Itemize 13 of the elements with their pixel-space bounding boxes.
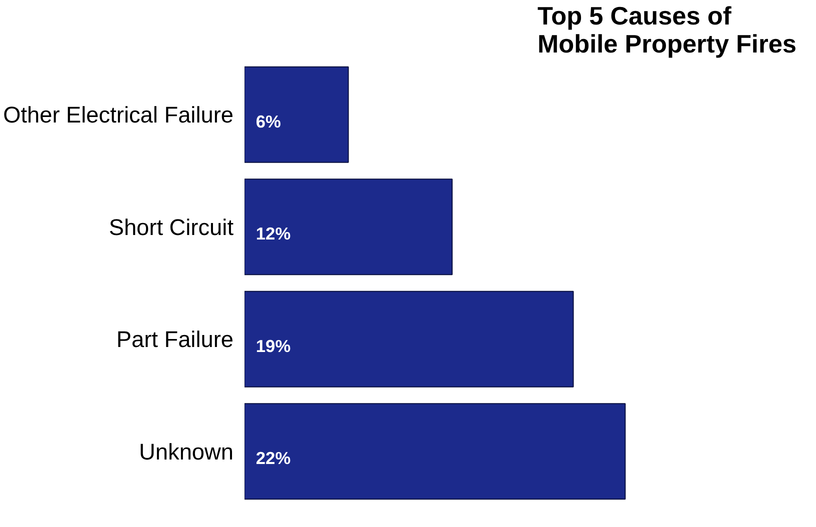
y-tick-label: Part Failure xyxy=(116,326,234,352)
data-label: 12% xyxy=(256,224,291,244)
y-tick-label: Other Electrical Failure xyxy=(3,102,234,128)
bar xyxy=(244,178,453,276)
y-tick-label: Short Circuit xyxy=(108,214,234,240)
bar xyxy=(244,66,349,163)
bar xyxy=(244,403,626,500)
data-label: 22% xyxy=(256,448,291,468)
chart-title: Top 5 Causes of Mobile Property Fires xyxy=(538,2,797,58)
y-tick-label: Unknown xyxy=(139,438,234,464)
data-label: 19% xyxy=(256,336,291,356)
bar xyxy=(244,290,574,388)
data-label: 6% xyxy=(256,111,281,132)
